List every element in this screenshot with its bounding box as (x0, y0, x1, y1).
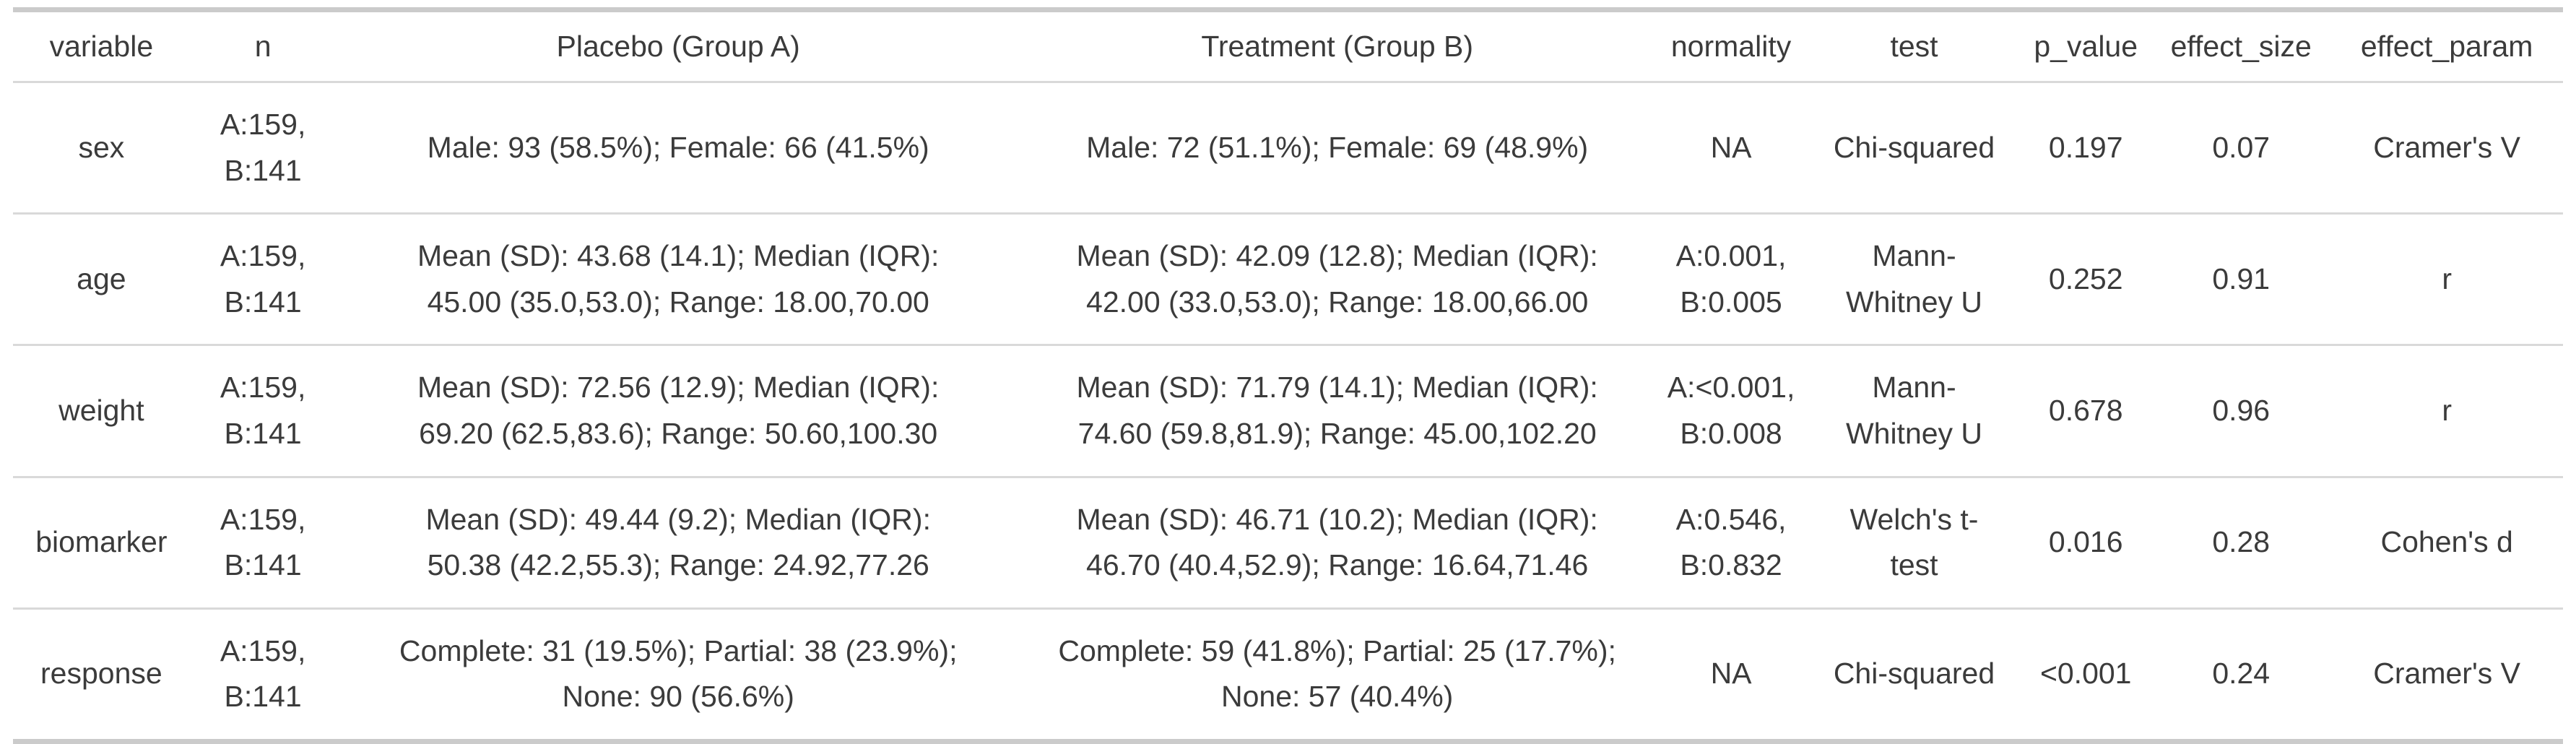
cell-p-value: 0.678 (2020, 345, 2152, 478)
cell-test: Mann- Whitney U (1808, 345, 2021, 478)
table-row-biomarker: biomarker A:159, B:141 Mean (SD): 49.44 … (13, 477, 2563, 610)
table-row-weight: weight A:159, B:141 Mean (SD): 72.56 (12… (13, 345, 2563, 478)
cell-effect-size: 0.24 (2212, 657, 2271, 691)
cell-p-value: <0.001 (2039, 657, 2132, 691)
cell-n: A:159, B:141 (189, 82, 337, 215)
table-row-response: response A:159, B:141 Complete: 31 (19.5… (13, 608, 2563, 741)
column-header-n: n (189, 9, 337, 84)
column-header-test: test (1808, 9, 2021, 84)
cell-placebo: Complete: 31 (19.5%); Partial: 38 (23.9%… (399, 633, 958, 714)
cell-variable: sex (13, 82, 190, 215)
cell-n: A:159, B:141 (189, 345, 337, 478)
cell-placebo: Mean (SD): 72.56 (12.9); Median (IQR): 6… (336, 345, 1020, 478)
cell-normality: NA (1710, 657, 1752, 691)
cell-variable: weight (13, 345, 190, 478)
cell-effect-size: 0.28 (2151, 477, 2331, 610)
cell-p-value: 0.252 (2020, 213, 2152, 347)
cell-test: Welch's t- test (1808, 477, 2021, 610)
cell-normality: A:0.546, B:0.832 (1654, 477, 1808, 610)
cell-normality: NA (1654, 82, 1808, 215)
cell-variable: response (40, 657, 162, 691)
cell-placebo: Mean (SD): 43.68 (14.1); Median (IQR): 4… (336, 213, 1020, 347)
column-header-effect-size: effect_size (2151, 9, 2331, 84)
cell-treatment: Mean (SD): 71.79 (14.1); Median (IQR): 7… (1020, 345, 1655, 478)
cell-test: Mann- Whitney U (1808, 213, 2021, 347)
cell-p-value: 0.197 (2020, 82, 2152, 215)
column-header-p-value: p_value (2020, 9, 2152, 84)
cell-normality: A:0.001, B:0.005 (1654, 213, 1808, 347)
cell-effect-param: Cramer's V (2330, 82, 2563, 215)
cell-variable: biomarker (13, 477, 190, 610)
column-header-placebo: Placebo (Group A) (336, 9, 1020, 84)
cell-test: Chi-squared (1808, 82, 2021, 215)
cell-effect-size: 0.96 (2151, 345, 2331, 478)
cell-normality: A:<0.001, B:0.008 (1654, 345, 1808, 478)
cell-effect-param: r (2330, 345, 2563, 478)
cell-effect-param: Cohen's d (2330, 477, 2563, 610)
cell-effect-size: 0.07 (2151, 82, 2331, 215)
cell-treatment: Complete: 59 (41.8%); Partial: 25 (17.7%… (1058, 633, 1616, 714)
cell-n: A:159, B:141 (189, 477, 337, 610)
cell-n: A:159, B:141 (189, 213, 337, 347)
column-header-effect-param: effect_param (2330, 9, 2563, 84)
header-row: variable n Placebo (Group A) Treatment (… (13, 9, 2563, 84)
cell-variable: age (13, 213, 190, 347)
cell-effect-param: Cramer's V (2373, 657, 2521, 691)
cell-effect-param: r (2330, 213, 2563, 347)
cell-treatment: Male: 72 (51.1%); Female: 69 (48.9%) (1020, 82, 1655, 215)
cell-n: A:159, B:141 (220, 633, 306, 714)
cell-p-value: 0.016 (2020, 477, 2152, 610)
column-header-normality: normality (1654, 9, 1808, 84)
cell-test: Chi-squared (1833, 657, 1995, 691)
cell-placebo: Mean (SD): 49.44 (9.2); Median (IQR): 50… (336, 477, 1020, 610)
cell-placebo: Male: 93 (58.5%); Female: 66 (41.5%) (336, 82, 1020, 215)
column-header-treatment: Treatment (Group B) (1020, 9, 1655, 84)
cell-treatment: Mean (SD): 42.09 (12.8); Median (IQR): 4… (1020, 213, 1655, 347)
cell-treatment: Mean (SD): 46.71 (10.2); Median (IQR): 4… (1020, 477, 1655, 610)
cell-effect-size: 0.91 (2151, 213, 2331, 347)
table-row-sex: sex A:159, B:141 Male: 93 (58.5%); Femal… (13, 82, 2563, 215)
group-comparison-summary-table: variable n Placebo (Group A) Treatment (… (13, 7, 2563, 744)
column-header-variable: variable (13, 9, 190, 84)
table-row-age: age A:159, B:141 Mean (SD): 43.68 (14.1)… (13, 213, 2563, 347)
